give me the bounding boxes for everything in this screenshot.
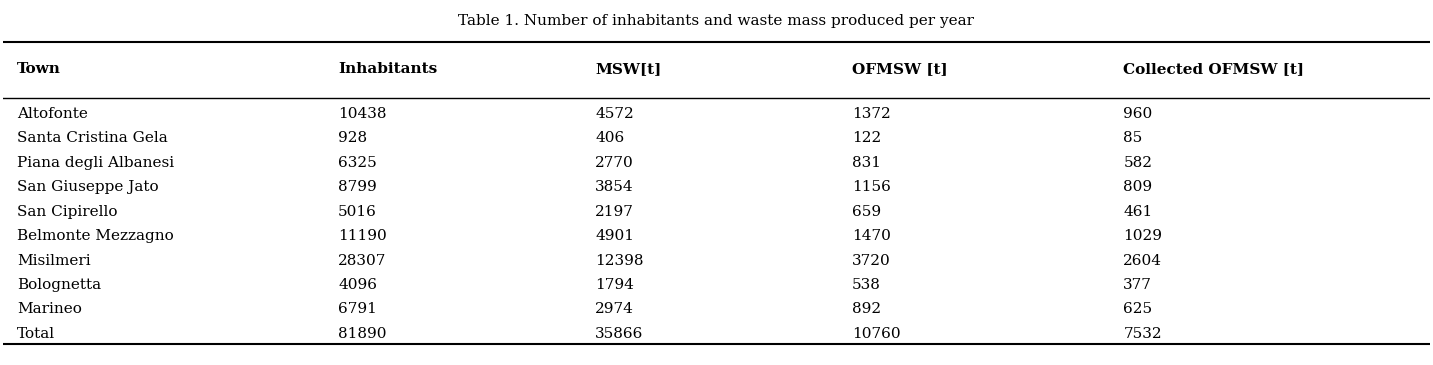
- Text: 1156: 1156: [853, 180, 891, 194]
- Text: 928: 928: [338, 131, 367, 145]
- Text: Bolognetta: Bolognetta: [17, 278, 102, 292]
- Text: 85: 85: [1123, 131, 1142, 145]
- Text: 659: 659: [853, 205, 881, 219]
- Text: 81890: 81890: [338, 327, 387, 341]
- Text: 892: 892: [853, 303, 881, 316]
- Text: Altofonte: Altofonte: [17, 107, 87, 121]
- Text: Santa Cristina Gela: Santa Cristina Gela: [17, 131, 168, 145]
- Text: 10438: 10438: [338, 107, 387, 121]
- Text: 2770: 2770: [595, 156, 633, 170]
- Text: 2604: 2604: [1123, 254, 1162, 268]
- Text: OFMSW [t]: OFMSW [t]: [853, 62, 947, 76]
- Text: 960: 960: [1123, 107, 1152, 121]
- Text: 11190: 11190: [338, 229, 387, 243]
- Text: 12398: 12398: [595, 254, 643, 268]
- Text: 1794: 1794: [595, 278, 633, 292]
- Text: 5016: 5016: [338, 205, 377, 219]
- Text: 625: 625: [1123, 303, 1152, 316]
- Text: 377: 377: [1123, 278, 1152, 292]
- Text: 3720: 3720: [853, 254, 891, 268]
- Text: Total: Total: [17, 327, 56, 341]
- Text: 6325: 6325: [338, 156, 377, 170]
- Text: Table 1. Number of inhabitants and waste mass produced per year: Table 1. Number of inhabitants and waste…: [459, 14, 974, 28]
- Text: 4901: 4901: [595, 229, 635, 243]
- Text: 4572: 4572: [595, 107, 633, 121]
- Text: Piana degli Albanesi: Piana degli Albanesi: [17, 156, 175, 170]
- Text: Belmonte Mezzagno: Belmonte Mezzagno: [17, 229, 173, 243]
- Text: Marineo: Marineo: [17, 303, 82, 316]
- Text: 35866: 35866: [595, 327, 643, 341]
- Text: 1372: 1372: [853, 107, 891, 121]
- Text: 28307: 28307: [338, 254, 387, 268]
- Text: 831: 831: [853, 156, 881, 170]
- Text: 2197: 2197: [595, 205, 633, 219]
- Text: 1470: 1470: [853, 229, 891, 243]
- Text: 1029: 1029: [1123, 229, 1162, 243]
- Text: Town: Town: [17, 62, 62, 76]
- Text: Misilmeri: Misilmeri: [17, 254, 90, 268]
- Text: 10760: 10760: [853, 327, 901, 341]
- Text: 122: 122: [853, 131, 881, 145]
- Text: 582: 582: [1123, 156, 1152, 170]
- Text: 7532: 7532: [1123, 327, 1162, 341]
- Text: 4096: 4096: [338, 278, 377, 292]
- Text: 2974: 2974: [595, 303, 633, 316]
- Text: San Giuseppe Jato: San Giuseppe Jato: [17, 180, 159, 194]
- Text: 8799: 8799: [338, 180, 377, 194]
- Text: 809: 809: [1123, 180, 1152, 194]
- Text: 3854: 3854: [595, 180, 633, 194]
- Text: 538: 538: [853, 278, 881, 292]
- Text: Inhabitants: Inhabitants: [338, 62, 437, 76]
- Text: 6791: 6791: [338, 303, 377, 316]
- Text: San Cipirello: San Cipirello: [17, 205, 118, 219]
- Text: 406: 406: [595, 131, 625, 145]
- Text: 461: 461: [1123, 205, 1152, 219]
- Text: Collected OFMSW [t]: Collected OFMSW [t]: [1123, 62, 1304, 76]
- Text: MSW[t]: MSW[t]: [595, 62, 662, 76]
